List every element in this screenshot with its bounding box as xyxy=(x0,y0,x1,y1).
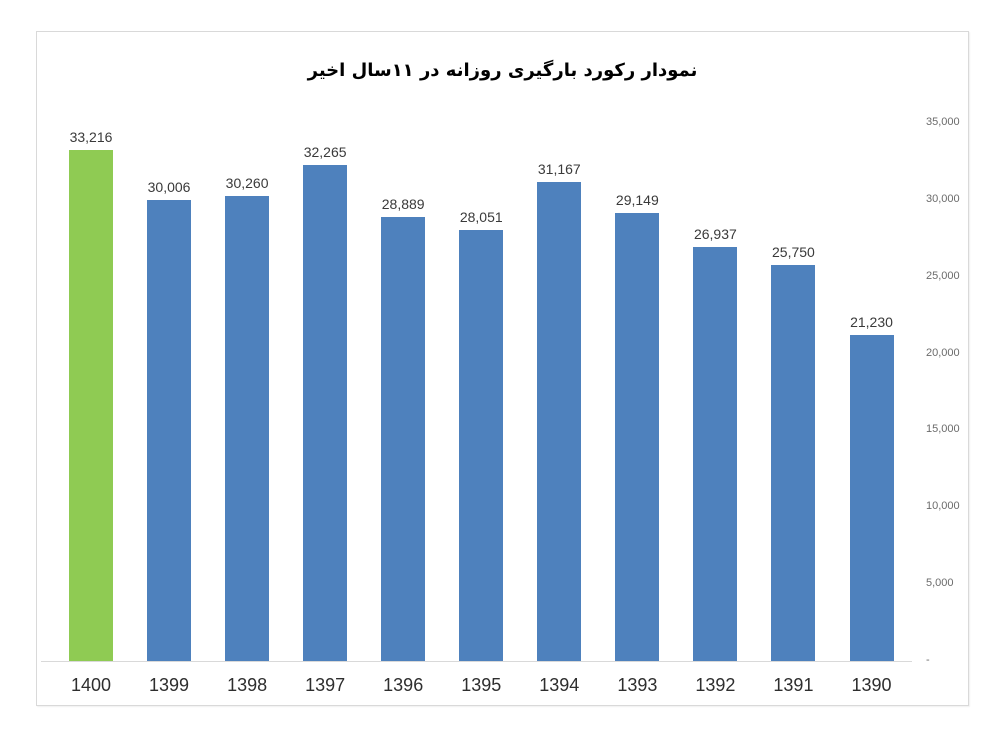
y-axis-tick-label: 25,000 xyxy=(926,269,960,282)
bar-value-label: 33,216 xyxy=(69,129,113,146)
bar xyxy=(225,195,270,661)
bar-value-label: 25,750 xyxy=(772,244,815,261)
y-axis-tick-label: 15,000 xyxy=(926,423,960,436)
x-axis-tick-label: 1392 xyxy=(695,675,736,695)
bar-value-label: 32,265 xyxy=(303,144,347,161)
x-axis-tick-label: 1397 xyxy=(305,675,346,695)
x-axis-tick-label: 1394 xyxy=(539,675,580,695)
y-axis-tick-label: 10,000 xyxy=(926,500,960,513)
bar xyxy=(849,334,894,661)
bar-highlighted xyxy=(69,150,113,661)
plot-area: 33,216 30,006 30,260 32,265 28,889 28,051 31,1… xyxy=(37,32,968,705)
bar-value-label: 30,006 xyxy=(147,178,191,195)
x-axis-tick-label: 1391 xyxy=(773,675,814,695)
y-axis-tick-label: 5,000 xyxy=(926,577,954,590)
x-axis-tick-label: 1399 xyxy=(149,675,190,695)
bar xyxy=(537,181,582,661)
y-axis-tick-label: 20,000 xyxy=(926,346,960,359)
bar xyxy=(147,199,192,661)
bar xyxy=(381,216,426,661)
bar-value-label: 21,230 xyxy=(850,313,893,330)
bar-value-label: 30,260 xyxy=(225,174,269,191)
x-axis-tick-label: 1390 xyxy=(851,675,892,695)
bar-value-label: 28,051 xyxy=(459,208,503,225)
x-axis-tick-label: 1395 xyxy=(461,675,502,695)
chart-frame: نمودار رکورد بارگیری روزانه در ۱۱سال اخی… xyxy=(36,31,969,706)
y-axis-tick-label: 30,000 xyxy=(926,192,960,205)
bar-value-label: 29,149 xyxy=(615,191,659,208)
bar xyxy=(459,229,504,661)
bar-value-label: 28,889 xyxy=(381,195,425,212)
x-axis-line xyxy=(41,661,912,662)
bar-value-label: 26,937 xyxy=(693,225,737,242)
x-axis-tick-label: 1396 xyxy=(383,675,424,695)
bar xyxy=(303,165,348,661)
chart-title: نمودار رکورد بارگیری روزانه در ۱۱سال اخی… xyxy=(307,60,698,81)
bar xyxy=(693,246,738,661)
bar-value-label: 31,167 xyxy=(537,160,581,177)
x-axis-tick-label: 1398 xyxy=(227,675,268,695)
bar xyxy=(615,212,660,661)
bar xyxy=(771,265,816,661)
x-axis-tick-label: 1400 xyxy=(70,675,112,695)
y-axis-tick-label: 35,000 xyxy=(926,116,960,128)
x-axis-tick-label: 1393 xyxy=(617,675,658,695)
y-axis-tick-label: - xyxy=(926,654,930,666)
